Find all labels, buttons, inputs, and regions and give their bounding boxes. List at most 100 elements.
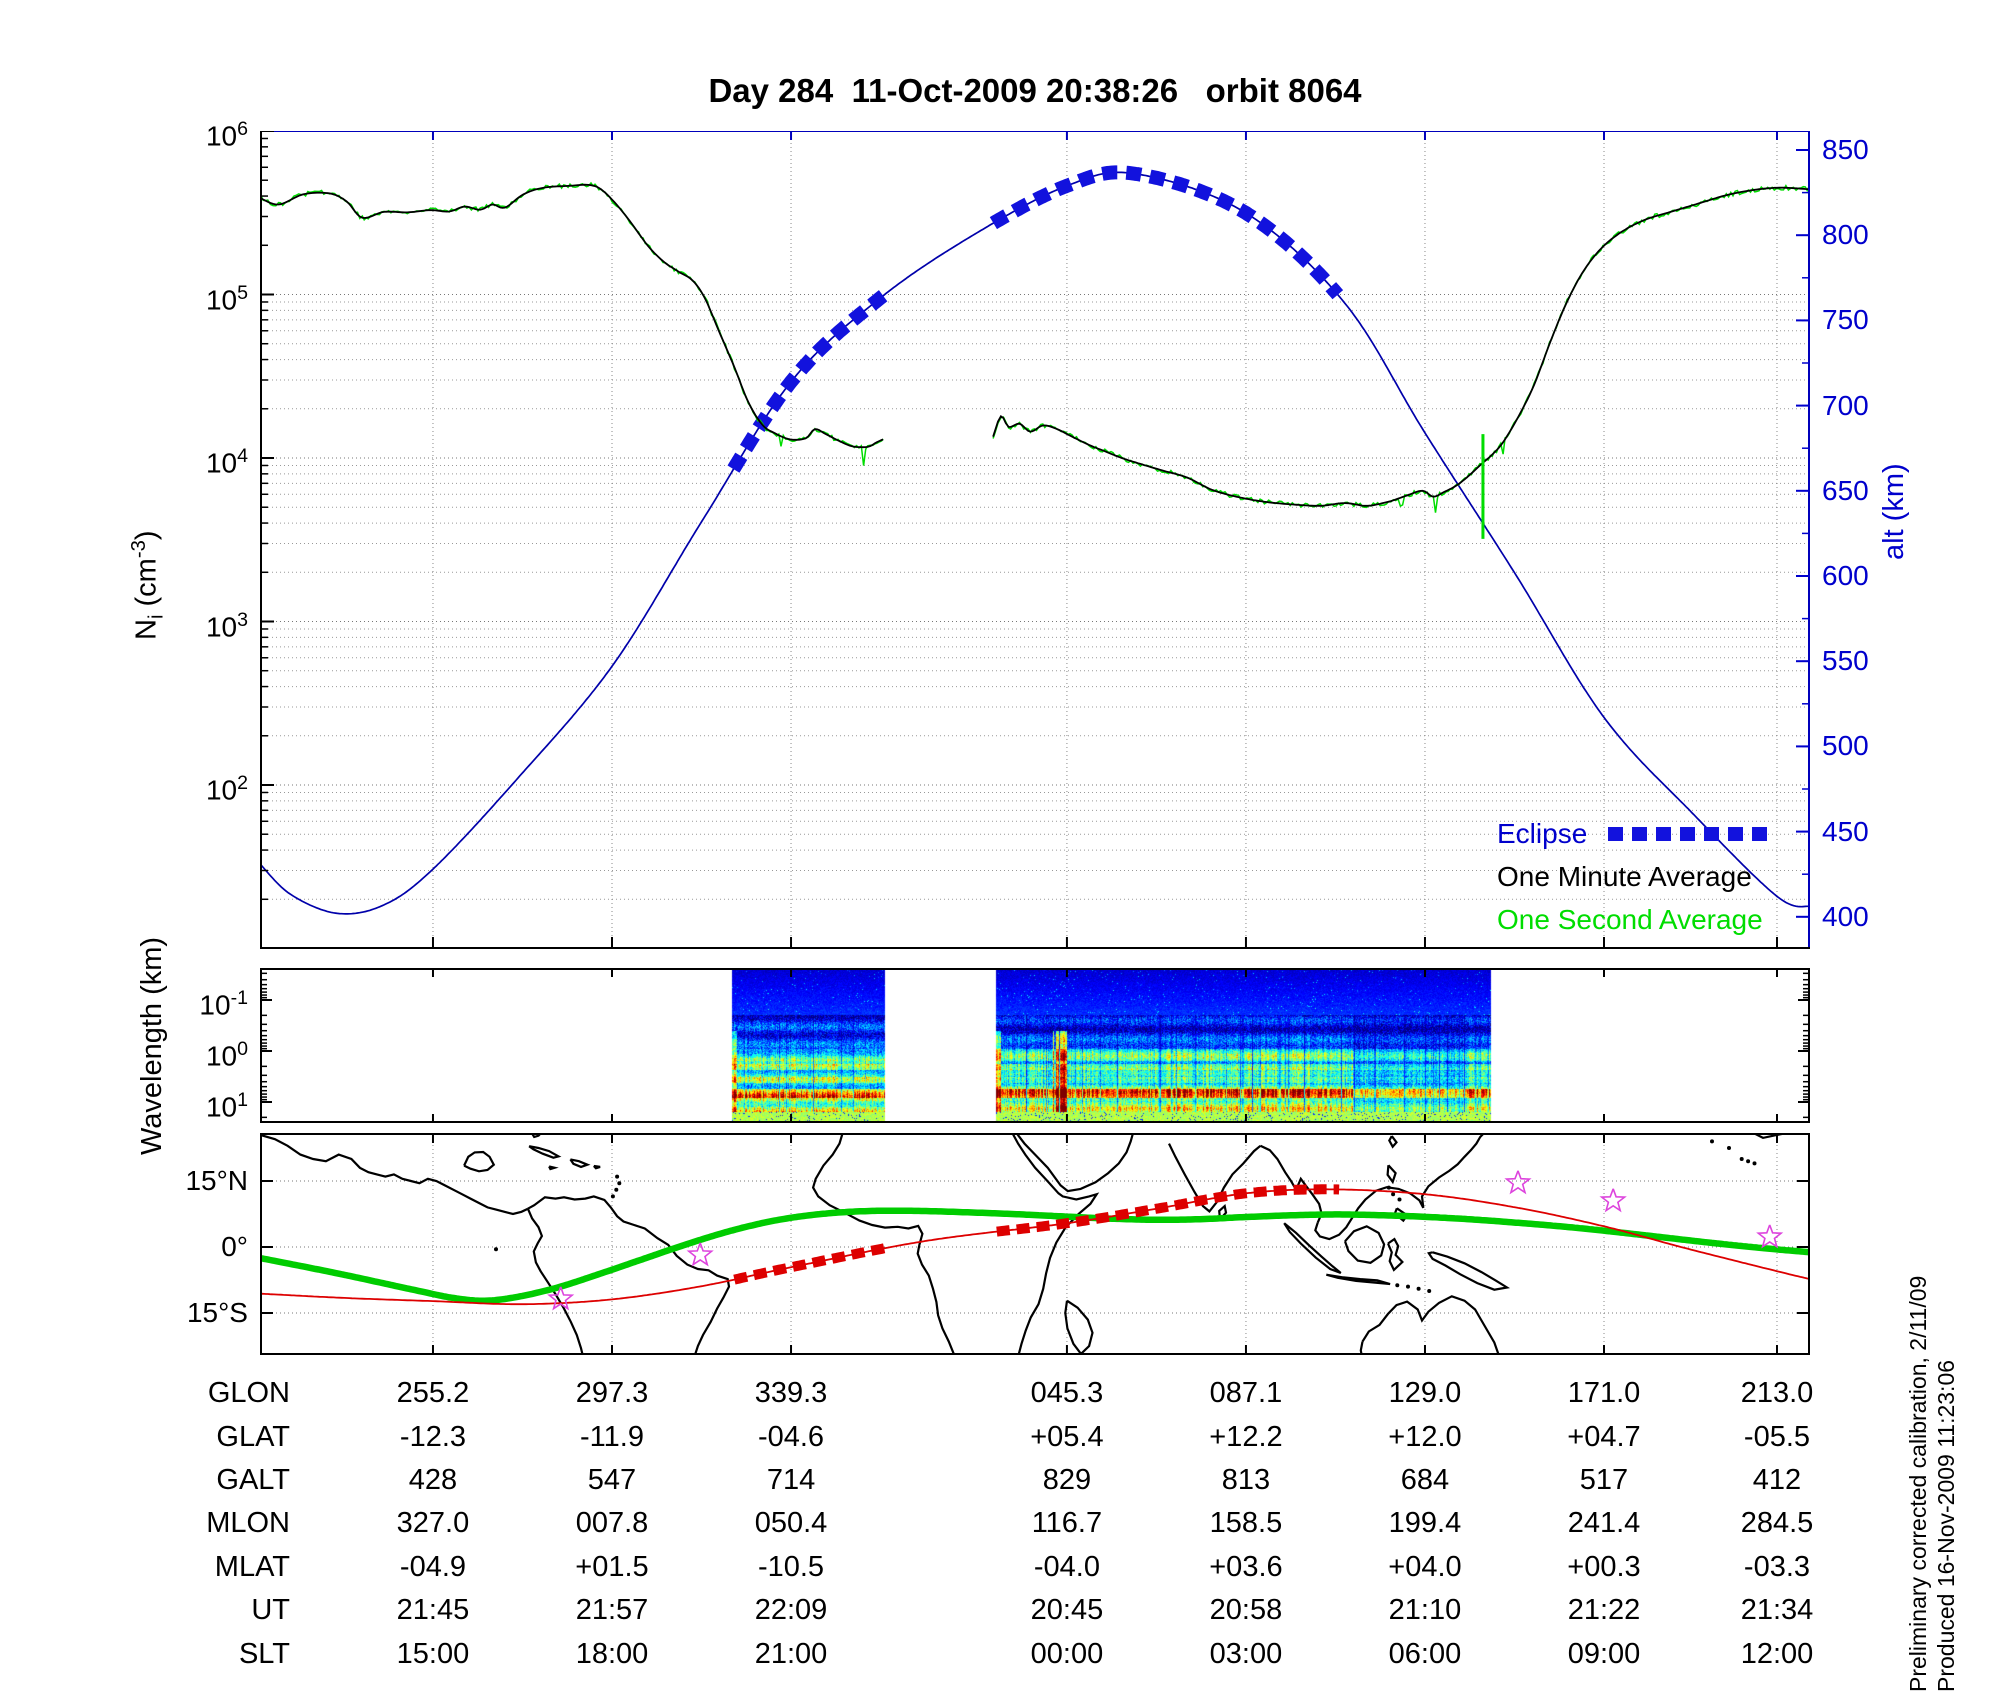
map-tick-label-15n: 15°N xyxy=(185,1165,248,1196)
coastline xyxy=(1283,1222,1342,1275)
table-cell-galt-7: 517 xyxy=(1579,1464,1629,1496)
one-minute-average-curve xyxy=(260,183,884,449)
density-tick-label: 104 xyxy=(205,445,248,479)
table-cell-mlat-8: -03.3 xyxy=(1743,1551,1811,1583)
table-cell-glat-6: +12.0 xyxy=(1388,1421,1462,1453)
legend-one-second-label: One Second Average xyxy=(1497,904,1763,935)
coastline xyxy=(1427,1251,1511,1291)
table-row-label-mlat: MLAT xyxy=(214,1551,290,1583)
x-gridlines xyxy=(432,131,1778,949)
coastline xyxy=(1359,1341,1364,1355)
table-cell-galt-1: 428 xyxy=(408,1464,458,1496)
coastline xyxy=(1011,1133,1100,1355)
table-cell-glon-7: 171.0 xyxy=(1567,1377,1641,1409)
island-dot xyxy=(1416,1286,1421,1291)
coastline xyxy=(1343,1225,1386,1264)
coastline xyxy=(1168,1143,1262,1213)
coastline xyxy=(260,1133,529,1216)
coastline xyxy=(1361,1295,1500,1355)
density-tick-label: 106 xyxy=(205,118,248,152)
table-cell-mlat-4: -04.0 xyxy=(1033,1551,1100,1583)
table-cell-galt-3: 714 xyxy=(766,1464,816,1496)
coastline xyxy=(1015,1133,1134,1193)
map-tick-label-15s: 15°S xyxy=(186,1297,248,1328)
eclipse-dashed-segment-2 xyxy=(989,165,1344,300)
coastline xyxy=(1388,1135,1398,1149)
coastline xyxy=(1259,1144,1323,1223)
star-marker xyxy=(1599,1188,1627,1213)
spectrogram-border xyxy=(260,968,1810,1123)
table-cell-glat-1: -12.3 xyxy=(399,1421,467,1453)
coastline xyxy=(1386,1164,1397,1185)
legend-one-minute-label: One Minute Average xyxy=(1497,861,1752,892)
island-dot xyxy=(615,1174,620,1179)
table-cell-glon-6: 129.0 xyxy=(1388,1377,1462,1409)
one-second-average-curve xyxy=(992,184,1810,513)
star-marker xyxy=(1504,1170,1532,1195)
table-cell-ut-1: 21:45 xyxy=(396,1594,470,1626)
table-cell-mlat-2: +01.5 xyxy=(575,1551,649,1583)
altitude-tick-label: 400 xyxy=(1822,900,1869,932)
table-cell-mlon-5: 158.5 xyxy=(1209,1507,1283,1539)
produced-note: Produced 16-Nov-2009 11:23:06 xyxy=(1933,1359,1959,1692)
coastline xyxy=(593,1164,601,1170)
table-row-label-galt: GALT xyxy=(216,1464,290,1496)
star-marker xyxy=(547,1286,575,1311)
legend-eclipse-dash-sample xyxy=(1608,827,1772,841)
density-tick-label: 102 xyxy=(205,772,248,806)
table-cell-mlat-5: +03.6 xyxy=(1209,1551,1283,1583)
calibration-note: Preliminary corrected calibration, 2/11/… xyxy=(1905,1275,1931,1692)
table-cell-galt-4: 829 xyxy=(1042,1464,1092,1496)
map-border xyxy=(260,1133,1810,1355)
green-equator-line xyxy=(260,1207,1810,1304)
table-cell-glat-3: -04.6 xyxy=(757,1421,825,1453)
table-cell-glon-2: 297.3 xyxy=(575,1377,649,1409)
table-cell-slt-8: 12:00 xyxy=(1740,1638,1814,1670)
map-tick-label-0: 0° xyxy=(221,1231,248,1262)
table-row-label-glon: GLON xyxy=(207,1377,290,1409)
table-cell-mlat-3: -10.5 xyxy=(757,1551,825,1583)
one-minute-average-curve xyxy=(992,186,1810,507)
table-cell-glat-2: -11.9 xyxy=(580,1421,644,1453)
table-cell-glon-8: 213.0 xyxy=(1740,1377,1814,1409)
table-cell-ut-4: 20:45 xyxy=(1030,1594,1104,1626)
coastline xyxy=(1326,1273,1391,1286)
island-dot xyxy=(1739,1157,1744,1161)
table-cell-glon-5: 087.1 xyxy=(1209,1377,1283,1409)
coastline xyxy=(569,1158,591,1169)
island-dot xyxy=(1391,1192,1396,1197)
island-dot xyxy=(1395,1283,1400,1288)
island-dot xyxy=(1427,1289,1432,1293)
coastline xyxy=(526,1208,584,1355)
table-cell-mlat-7: +00.3 xyxy=(1567,1551,1641,1583)
coastline xyxy=(463,1150,496,1173)
table-cell-glat-4: +05.4 xyxy=(1030,1421,1104,1453)
table-cell-galt-6: 684 xyxy=(1400,1464,1450,1496)
altitude-tick-label: 500 xyxy=(1822,730,1869,762)
table-cell-mlon-3: 050.4 xyxy=(754,1507,828,1539)
island-dot xyxy=(494,1247,498,1252)
island-dot xyxy=(1386,1185,1391,1190)
table-cell-slt-7: 09:00 xyxy=(1567,1638,1641,1670)
ground-track-eclipse-segment-2 xyxy=(996,1184,1340,1237)
table-cell-ut-5: 20:58 xyxy=(1209,1594,1283,1626)
table-cell-mlat-6: +04.0 xyxy=(1388,1551,1462,1583)
table-cell-slt-3: 21:00 xyxy=(754,1638,828,1670)
coastline xyxy=(1386,1237,1404,1272)
altitude-tick-label: 550 xyxy=(1822,645,1869,677)
page-title: Day 284 11-Oct-2009 20:38:26 orbit 8064 xyxy=(708,72,1362,109)
coastline xyxy=(548,1165,559,1171)
table-cell-glat-8: -05.5 xyxy=(1743,1421,1811,1453)
wavelength-spectrogram-canvas xyxy=(260,969,1810,1122)
star-marker xyxy=(1756,1224,1784,1249)
table-cell-mlon-2: 007.8 xyxy=(575,1507,649,1539)
coastline xyxy=(1064,1299,1094,1355)
legend-eclipse-label: Eclipse xyxy=(1497,818,1588,849)
table-cell-glat-5: +12.2 xyxy=(1209,1421,1283,1453)
table-cell-ut-6: 21:10 xyxy=(1388,1594,1462,1626)
table-cell-slt-4: 00:00 xyxy=(1030,1638,1104,1670)
altitude-tick-label: 800 xyxy=(1822,219,1869,251)
table-cell-ut-2: 21:57 xyxy=(575,1594,649,1626)
wavelength-tick-label: 101 xyxy=(205,1089,248,1123)
altitude-tick-label: 650 xyxy=(1822,474,1869,506)
